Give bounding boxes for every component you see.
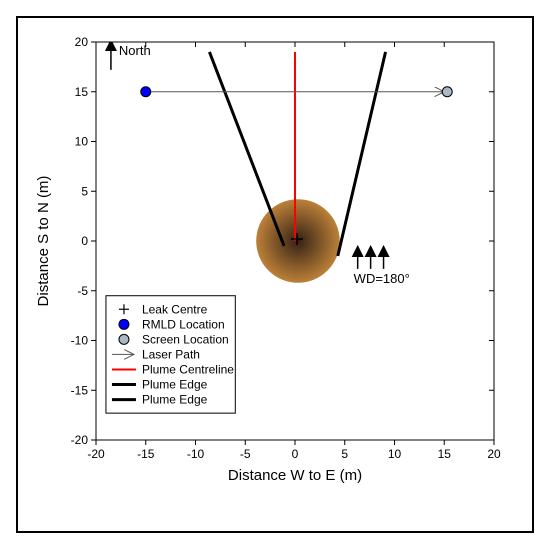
svg-text:-20: -20 <box>87 447 105 461</box>
svg-text:-15: -15 <box>137 447 155 461</box>
chart-panel: -20 -15 -10 -5 0 5 10 15 20 -20 -15 -10 -5 0 5 10 15 20 Di… <box>16 16 534 533</box>
legend-item-label: Leak Centre <box>142 302 208 316</box>
svg-text:20: 20 <box>487 447 501 461</box>
svg-text:-5: -5 <box>77 284 88 298</box>
svg-text:-5: -5 <box>240 447 251 461</box>
svg-text:5: 5 <box>81 184 88 198</box>
screen-marker <box>442 87 452 97</box>
rmld-marker <box>141 87 151 97</box>
svg-text:10: 10 <box>75 135 89 149</box>
svg-text:10: 10 <box>388 447 402 461</box>
svg-text:15: 15 <box>75 85 89 99</box>
legend-item-label: Screen Location <box>142 332 229 346</box>
north-label: North <box>119 43 151 58</box>
plume-blob <box>256 199 340 283</box>
legend-item-label: RMLD Location <box>142 317 225 331</box>
svg-text:-20: -20 <box>71 433 89 447</box>
legend-item-label: Laser Path <box>142 347 200 361</box>
svg-text:0: 0 <box>292 447 299 461</box>
wd-label: WD=180° <box>354 271 410 286</box>
svg-text:-15: -15 <box>71 383 89 397</box>
svg-text:5: 5 <box>341 447 348 461</box>
x-axis-label: Distance W to E (m) <box>228 467 362 484</box>
svg-text:-10: -10 <box>71 334 89 348</box>
svg-text:-10: -10 <box>187 447 205 461</box>
legend-item-label: Plume Centreline <box>142 362 234 376</box>
svg-text:0: 0 <box>81 234 88 248</box>
y-axis-label: Distance S to N (m) <box>35 176 52 307</box>
plume-edge-right <box>338 52 386 256</box>
svg-text:20: 20 <box>75 35 89 49</box>
legend-item-label: Plume Edge <box>142 378 208 392</box>
chart-svg: -20 -15 -10 -5 0 5 10 15 20 -20 -15 -10 -5 0 5 10 15 20 Di… <box>18 18 532 531</box>
legend-item-label: Plume Edge <box>142 393 208 407</box>
svg-text:15: 15 <box>438 447 452 461</box>
outer-frame: -20 -15 -10 -5 0 5 10 15 20 -20 -15 -10 -5 0 5 10 15 20 Di… <box>0 0 550 549</box>
plume-edge-left <box>209 52 284 246</box>
